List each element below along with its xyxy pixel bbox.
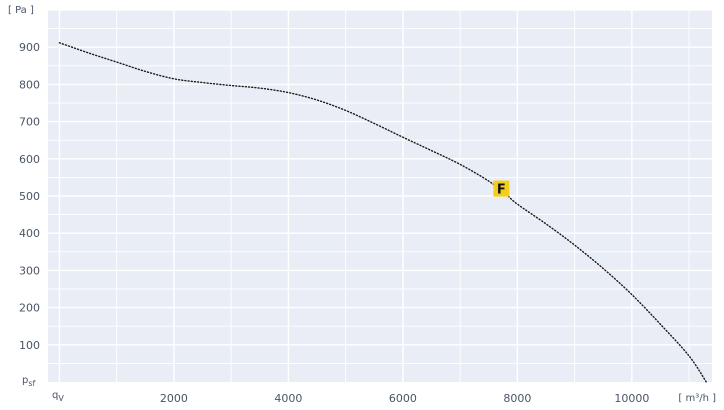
y-tick-label: 900 (19, 41, 40, 54)
annotations: F (493, 180, 510, 198)
y-tick-label: 800 (19, 78, 40, 91)
x-tick-label: 4000 (274, 392, 302, 405)
operating-point-label: F (497, 183, 506, 198)
y-tick-label: 200 (19, 302, 40, 315)
operating-point-box (493, 180, 510, 197)
x-tick-label: 10000 (614, 392, 649, 405)
y-tick-label: 700 (19, 116, 40, 129)
axes: 100 200 300 400 500 600 700 800 900 2000 4000 6000 8… (19, 41, 649, 405)
y-tick-label: 300 (19, 264, 40, 277)
operating-point-marker: F (493, 180, 510, 198)
y-tick-label: 500 (19, 190, 40, 203)
x-tick-label: 2000 (160, 392, 188, 405)
x-axis-symbol: qV (52, 390, 64, 403)
y-axis-symbol: psf (22, 375, 36, 388)
y-axis-symbol-sub: sf (28, 379, 35, 388)
y-axis-unit: [ Pa ] (8, 5, 34, 16)
x-axis-symbol-sub: V (58, 394, 64, 403)
series-line (58, 42, 707, 383)
y-tick-label: 400 (19, 227, 40, 240)
y-tick-label: 600 (19, 153, 40, 166)
grid (48, 9, 712, 382)
x-axis-symbol-main: q (52, 390, 58, 401)
x-tick-label: 8000 (503, 392, 531, 405)
x-axis-unit: [ m³/h ] (678, 393, 716, 404)
y-tick-label: 100 (19, 339, 40, 352)
y-axis-symbol-main: p (22, 375, 28, 386)
x-tick-label: 6000 (389, 392, 417, 405)
